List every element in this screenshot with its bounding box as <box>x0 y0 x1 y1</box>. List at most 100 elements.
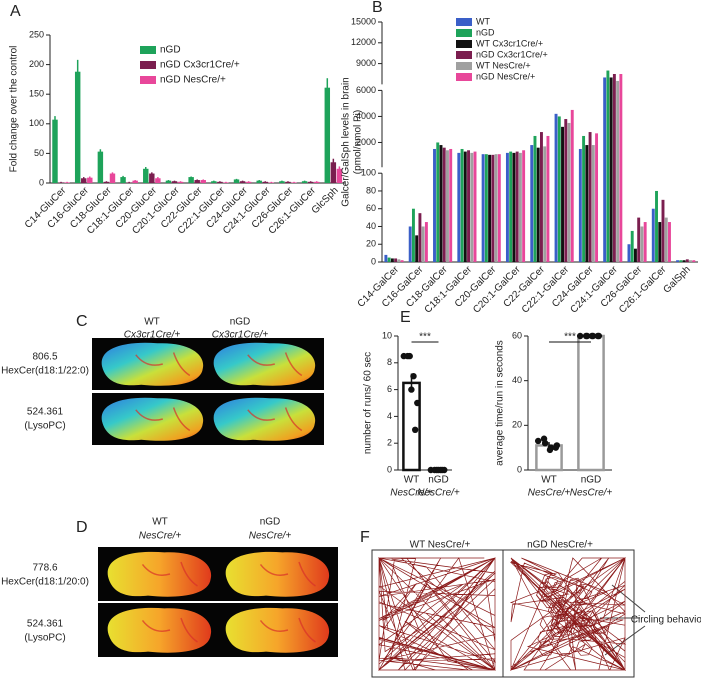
ms-streak <box>135 352 191 377</box>
bar <box>301 181 308 183</box>
bar <box>143 168 149 183</box>
bar <box>488 154 492 262</box>
bar <box>567 122 571 262</box>
bar <box>543 146 547 262</box>
bar <box>633 248 637 262</box>
bar <box>390 258 394 262</box>
bar <box>457 152 461 262</box>
data-point <box>546 446 554 454</box>
y-tick-label: 100 <box>361 168 376 178</box>
bar <box>415 235 419 262</box>
bar <box>637 217 641 262</box>
x-tick-label: WT <box>541 475 557 486</box>
data-point <box>410 373 417 380</box>
legend-label: nGD NesCre/+ <box>160 75 226 86</box>
ms-streak <box>141 617 198 643</box>
y-tick-label: 8 <box>387 357 392 367</box>
track <box>378 556 497 671</box>
column-heading: nGD NesCre/+ <box>527 540 593 551</box>
bar <box>603 77 607 262</box>
data-point <box>540 435 548 442</box>
y-tick-label: 60 <box>512 330 522 340</box>
y-tick-label: 0 <box>39 177 44 187</box>
row-label: 778.6 <box>32 563 57 574</box>
bar <box>424 222 428 262</box>
bar <box>473 151 477 262</box>
bar <box>554 113 558 262</box>
bar <box>200 180 206 183</box>
y-axis-label: Fold change over the control <box>9 46 20 173</box>
bar <box>655 190 658 262</box>
x-tick-label: WT <box>404 475 420 486</box>
bar <box>233 179 240 183</box>
ms-image <box>107 551 212 597</box>
bar <box>408 226 412 262</box>
ms-streak <box>247 407 303 432</box>
y-tick-label: 0 <box>387 464 392 474</box>
bar <box>515 151 519 262</box>
bar <box>442 147 446 262</box>
bar <box>616 80 620 262</box>
y-tick-label: 4000 <box>356 111 376 121</box>
track <box>509 556 627 672</box>
bar <box>279 181 285 183</box>
bar <box>132 180 138 183</box>
x-tick-label: NesCre/+ <box>390 488 433 499</box>
bar <box>120 177 126 183</box>
column-heading: Cx3cr1Cre/+ <box>212 330 269 341</box>
y-tick-label: 2 <box>387 438 392 448</box>
bar <box>658 222 662 262</box>
x-tick-label: nGD <box>428 475 449 486</box>
y-tick-label: 9000 <box>356 58 376 68</box>
bar <box>421 226 425 262</box>
bar <box>689 260 693 262</box>
panel-label: E <box>400 309 411 326</box>
data-point <box>411 426 419 433</box>
bar <box>239 181 246 183</box>
bar <box>627 244 631 262</box>
bar <box>497 154 501 262</box>
annotation: Circling behavior <box>631 615 701 626</box>
bar <box>664 217 668 262</box>
bar <box>546 135 550 262</box>
bar <box>570 109 574 263</box>
bar <box>630 230 634 262</box>
bar <box>533 135 537 262</box>
y-tick-label: 6 <box>387 384 392 394</box>
legend-swatch <box>456 73 472 81</box>
y-tick-label: 6000 <box>356 85 376 95</box>
ms-streak <box>247 352 303 377</box>
y-tick-label: 40 <box>366 221 376 231</box>
y-axis-label: Galcer/GalSph levels in brain <box>341 77 352 207</box>
bar <box>505 152 509 262</box>
bar <box>692 260 696 262</box>
row-label: HexCer(d18:1/20:0) <box>1 577 89 588</box>
data-point <box>404 352 411 360</box>
legend-swatch <box>140 76 156 84</box>
y-tick-label: 4 <box>387 411 392 421</box>
legend-label: WT NesCre/+ <box>476 60 531 70</box>
bar <box>188 177 194 183</box>
row-label: 524.361 <box>27 407 64 418</box>
data-point <box>534 437 542 445</box>
data-point <box>408 386 415 393</box>
y-tick-label: 200 <box>29 59 44 69</box>
y-tick-label: 20 <box>512 420 522 430</box>
bar <box>439 145 443 262</box>
y-tick-label: 0 <box>517 464 522 474</box>
bar <box>402 381 421 472</box>
row-label: (LysoPC) <box>24 421 65 432</box>
y-tick-label: 100 <box>29 118 44 128</box>
y-tick-label: 2000 <box>356 137 376 147</box>
panel-label: C <box>76 313 88 330</box>
bar <box>463 151 467 262</box>
bar <box>433 148 436 262</box>
bar <box>561 126 564 262</box>
y-tick-label: 60 <box>366 203 376 213</box>
column-heading: nGD <box>260 517 281 528</box>
legend-swatch <box>456 40 472 48</box>
significance-label: *** <box>564 332 576 343</box>
bar <box>165 180 172 183</box>
bar <box>651 208 655 262</box>
